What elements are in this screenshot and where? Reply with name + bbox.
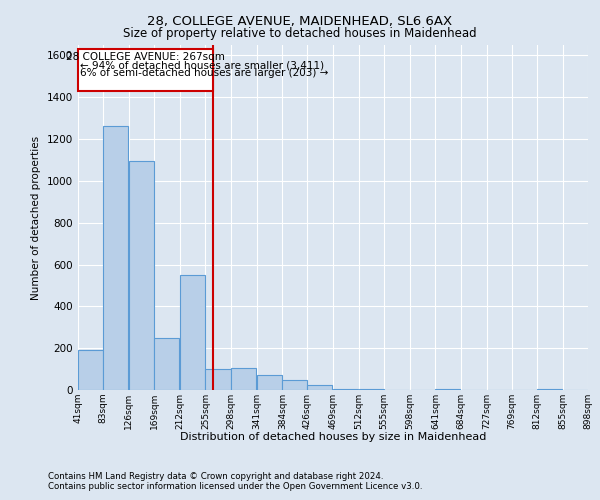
Text: Contains HM Land Registry data © Crown copyright and database right 2024.: Contains HM Land Registry data © Crown c…: [48, 472, 383, 481]
Bar: [128, 161, 154, 390]
Text: Size of property relative to detached houses in Maidenhead: Size of property relative to detached ho…: [123, 28, 477, 40]
Bar: [538, 389, 562, 390]
Y-axis label: Number of detached properties: Number of detached properties: [31, 136, 41, 300]
Bar: [180, 275, 205, 390]
Bar: [103, 126, 128, 390]
Bar: [283, 380, 307, 390]
Bar: [333, 389, 358, 390]
Text: 28, COLLEGE AVENUE, MAIDENHEAD, SL6 6AX: 28, COLLEGE AVENUE, MAIDENHEAD, SL6 6AX: [148, 15, 452, 28]
Bar: [154, 338, 179, 390]
Bar: [78, 350, 103, 390]
Bar: [436, 389, 461, 390]
FancyBboxPatch shape: [78, 49, 212, 91]
Text: Distribution of detached houses by size in Maidenhead: Distribution of detached houses by size …: [180, 432, 486, 442]
Bar: [359, 389, 383, 390]
Text: Contains public sector information licensed under the Open Government Licence v3: Contains public sector information licen…: [48, 482, 422, 491]
Bar: [307, 385, 332, 390]
Text: 6% of semi-detached houses are larger (203) →: 6% of semi-detached houses are larger (2…: [80, 68, 328, 78]
Text: ← 94% of detached houses are smaller (3,411): ← 94% of detached houses are smaller (3,…: [80, 60, 324, 70]
Bar: [231, 368, 256, 390]
Bar: [205, 369, 230, 390]
Text: 28 COLLEGE AVENUE: 267sqm: 28 COLLEGE AVENUE: 267sqm: [66, 52, 225, 62]
Bar: [257, 376, 282, 390]
